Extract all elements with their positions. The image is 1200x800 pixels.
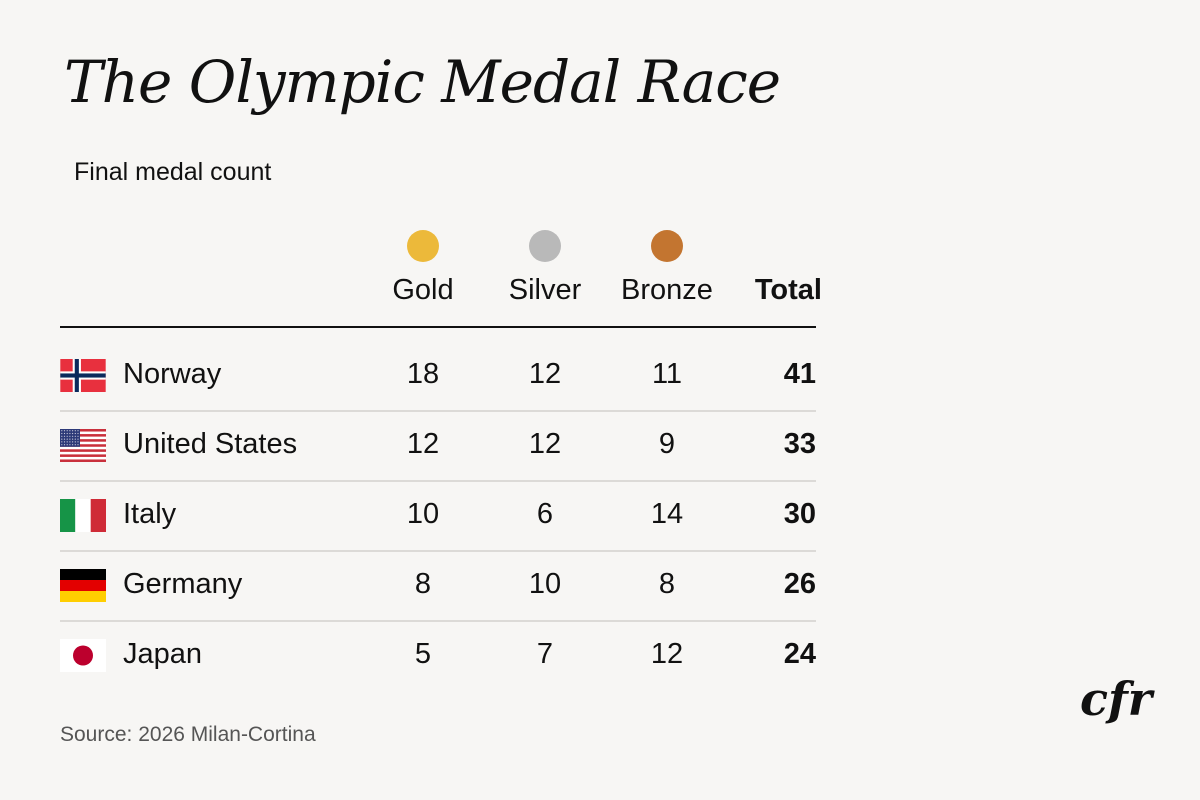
header-total: Total xyxy=(754,274,822,306)
silver-count: 6 xyxy=(536,498,554,530)
bronze-count: 11 xyxy=(651,358,683,390)
table-row: Germany 8 10 8 26 xyxy=(60,552,816,622)
silver-count: 7 xyxy=(536,638,554,670)
japan-flag-icon xyxy=(60,639,106,672)
silver-count: 10 xyxy=(528,568,562,600)
total-count: 30 xyxy=(783,498,816,530)
germany-flag-icon xyxy=(60,569,106,602)
gold-count: 8 xyxy=(414,568,432,600)
bronze-medal-icon xyxy=(651,230,683,262)
row-divider xyxy=(60,480,816,482)
bronze-count: 14 xyxy=(650,498,684,530)
header-rule xyxy=(60,326,816,328)
bronze-count: 8 xyxy=(658,568,676,600)
table-row: Norway 18 12 11 41 xyxy=(60,342,816,412)
us-flag-icon xyxy=(60,429,106,462)
country-name: Japan xyxy=(123,638,203,670)
gold-count: 12 xyxy=(406,428,440,460)
italy-flag-icon xyxy=(60,499,106,532)
header-bronze: Bronze xyxy=(621,274,713,306)
gold-medal-icon xyxy=(407,230,439,262)
total-count: 26 xyxy=(783,568,816,600)
header-silver: Silver xyxy=(508,274,582,306)
subtitle: Final medal count xyxy=(74,158,272,186)
row-divider xyxy=(60,550,816,552)
gold-count: 10 xyxy=(406,498,440,530)
total-count: 41 xyxy=(783,358,816,390)
table-row: Italy 10 6 14 30 xyxy=(60,482,816,552)
cfr-logo: cfr xyxy=(1080,672,1153,726)
silver-count: 12 xyxy=(528,428,562,460)
header-gold: Gold xyxy=(392,274,454,306)
bronze-count: 12 xyxy=(650,638,684,670)
gold-count: 5 xyxy=(414,638,432,670)
row-divider xyxy=(60,410,816,412)
page-title: The Olympic Medal Race xyxy=(64,48,781,116)
table-row: United States 12 12 9 33 xyxy=(60,412,816,482)
norway-flag-icon xyxy=(60,359,106,392)
gold-count: 18 xyxy=(406,358,440,390)
silver-medal-icon xyxy=(529,230,561,262)
country-name: Italy xyxy=(123,498,177,530)
row-divider xyxy=(60,620,816,622)
bronze-count: 9 xyxy=(658,428,676,460)
total-count: 24 xyxy=(783,638,816,670)
silver-count: 12 xyxy=(528,358,562,390)
country-name: Germany xyxy=(123,568,243,600)
total-count: 33 xyxy=(783,428,816,460)
country-name: Norway xyxy=(123,358,222,390)
table-row: Japan 5 7 12 24 xyxy=(60,622,816,692)
source-note: Source: 2026 Milan-Cortina xyxy=(60,723,316,746)
country-name: United States xyxy=(123,428,298,460)
